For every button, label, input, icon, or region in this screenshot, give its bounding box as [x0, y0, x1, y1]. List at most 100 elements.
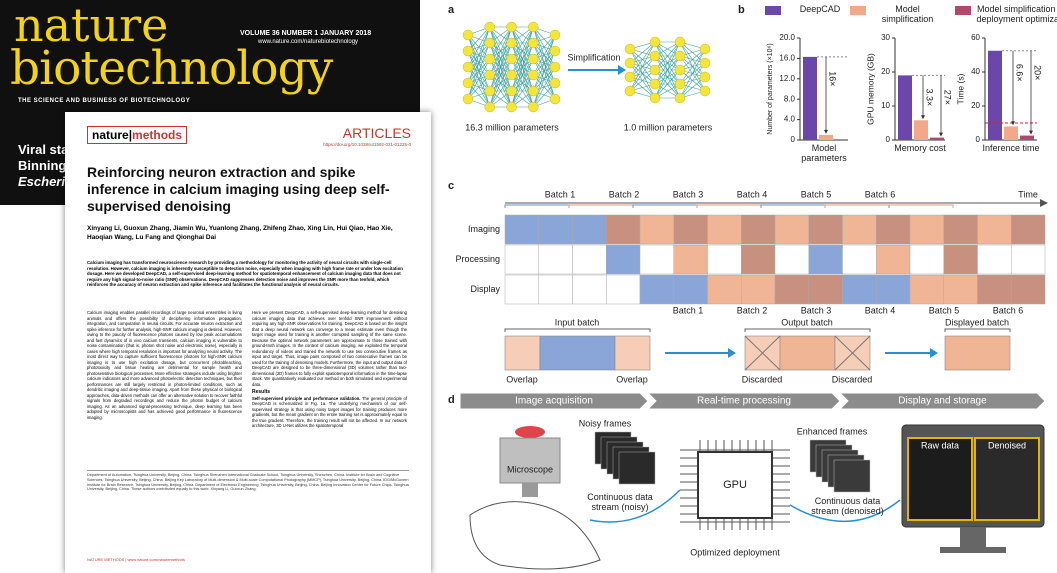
- net-edge: [467, 26, 491, 84]
- stage-banner: [646, 392, 841, 410]
- frames-label: Enhanced frames: [797, 426, 868, 436]
- y-tick-label: 12.0: [779, 74, 795, 83]
- bar: [930, 137, 944, 140]
- legend-swatch: [955, 6, 971, 15]
- net-node: [674, 50, 686, 62]
- cover-line: Escherich: [18, 174, 81, 189]
- journal-a: nature: [92, 128, 129, 142]
- net-edge: [511, 26, 534, 92]
- schedule-cell: [909, 274, 944, 305]
- net-edge: [629, 41, 656, 64]
- net-edge: [489, 74, 512, 108]
- batch-label: Batch 5: [929, 305, 960, 315]
- time-arrow: [1040, 199, 1048, 207]
- bar: [914, 120, 928, 140]
- net-node: [528, 21, 539, 33]
- batch-label: Batch 1: [673, 305, 704, 315]
- batch-label: Batch 5: [801, 189, 832, 199]
- bracket: [504, 328, 651, 332]
- schedule-cell: [741, 274, 776, 305]
- ratio-label: 3.3×: [925, 89, 935, 107]
- mouse: [469, 501, 601, 570]
- panel-label: b: [738, 4, 745, 16]
- schedule-cell: [774, 274, 809, 305]
- schedule-cell: [977, 214, 1012, 245]
- bar: [898, 75, 912, 140]
- net-edge: [489, 42, 512, 108]
- discard-label: Discarded: [832, 374, 873, 384]
- screen-right: [974, 437, 1040, 521]
- monitor-base: [940, 547, 1006, 553]
- net-node: [484, 85, 495, 97]
- stream-label: Continuous data stream (noisy): [587, 492, 653, 512]
- net-edge: [679, 48, 706, 71]
- net-node: [484, 101, 495, 113]
- stage-label: Real-time processing: [697, 396, 791, 407]
- results-body: The general principle of DeepCAD is sche…: [252, 395, 408, 429]
- net-node: [528, 101, 539, 113]
- overlap-label: Overlap: [616, 374, 648, 384]
- batch-box-label: Input batch: [555, 317, 600, 327]
- schedule-cell: [504, 244, 539, 275]
- schedule-cell: [538, 244, 573, 275]
- batch-label: Batch 1: [545, 189, 576, 199]
- net-edge: [654, 69, 681, 99]
- net-edge: [532, 34, 556, 92]
- bar: [1004, 126, 1018, 140]
- net-node: [506, 69, 517, 81]
- net-edge: [467, 42, 491, 100]
- stream-arrow: [789, 499, 901, 522]
- schedule-cell: [639, 244, 674, 275]
- arrow-label: Simplification: [567, 52, 620, 62]
- net-node: [674, 92, 686, 104]
- time-label: Time: [1018, 189, 1038, 199]
- bracket: [744, 328, 871, 332]
- cover-line: Viral stam: [18, 142, 80, 157]
- schedule-cell: [572, 214, 607, 245]
- net-node: [649, 92, 661, 104]
- schedule-cell: [842, 274, 877, 305]
- net-edge: [654, 41, 681, 71]
- frame: [618, 451, 656, 485]
- panel-label: d: [448, 394, 455, 406]
- net-node: [462, 77, 474, 89]
- schedule-cell: [606, 214, 641, 245]
- net-edge: [511, 26, 534, 76]
- schedule-cell: [876, 214, 911, 245]
- batch-label: Batch 3: [801, 305, 832, 315]
- x-axis-label: Model parameters: [801, 143, 847, 163]
- schedule-cell: [504, 274, 539, 305]
- schedule-cell: [977, 274, 1012, 305]
- net-node: [699, 85, 711, 97]
- screen-label: Raw data: [921, 440, 959, 450]
- y-tick-label: 60: [971, 33, 980, 42]
- bar: [803, 56, 817, 141]
- net-node: [506, 85, 517, 97]
- ratio-label: 27×: [943, 90, 953, 105]
- net-edge: [532, 50, 556, 108]
- stage-banner: [838, 392, 1046, 410]
- y-tick-label: 20.0: [779, 33, 795, 42]
- net-edge: [511, 26, 534, 60]
- batch-cell: [504, 335, 541, 371]
- schedule-cell: [741, 214, 776, 245]
- microscope-body: [499, 437, 561, 484]
- net-edge: [679, 48, 706, 85]
- cover-url: www.nature.com/naturebiotechnology: [258, 39, 359, 45]
- cover-tagline: THE SCIENCE AND BUSINESS OF BIOTECHNOLOG…: [18, 98, 191, 104]
- net-node: [549, 45, 561, 57]
- net-edge: [629, 55, 656, 92]
- screen-left: [907, 437, 973, 521]
- x-axis-label: Inference time: [982, 143, 1040, 153]
- net-node: [624, 85, 636, 97]
- frame: [833, 459, 871, 493]
- schedule-cell: [808, 244, 843, 275]
- schedule-cell: [774, 244, 809, 275]
- batch-cell: [944, 335, 1011, 371]
- stage-label: Image acquisition: [515, 396, 593, 407]
- ratio-label: 6.6×: [1015, 64, 1025, 82]
- schedule-cell: [707, 214, 742, 245]
- batch-cell: [614, 335, 651, 371]
- article-section: ARTICLES: [342, 125, 411, 141]
- schedule-cell: [707, 274, 742, 305]
